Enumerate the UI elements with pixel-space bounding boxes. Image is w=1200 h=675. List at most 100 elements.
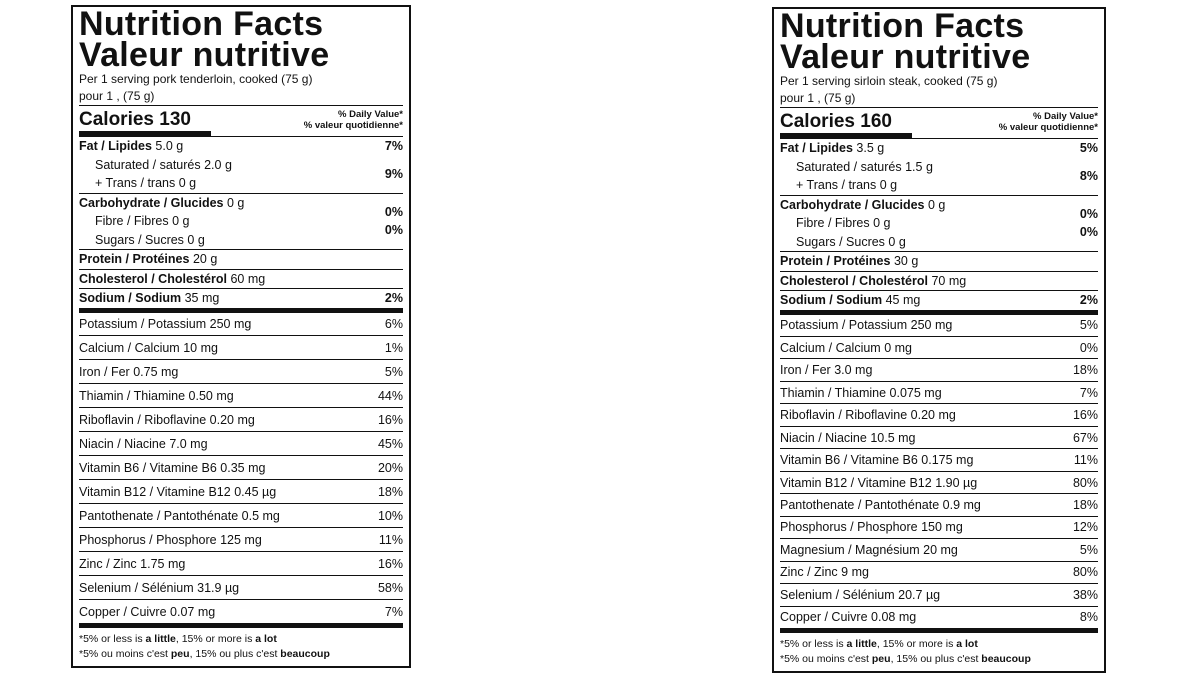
nutrient-amount: 1.90 µg [935,475,978,490]
nutrient-group: Carbohydrate / Glucides 0 g Fibre / Fibre… [79,192,403,250]
daily-values: 5% 8% [1080,139,1098,195]
nutrient-name: Riboflavin / Riboflavine [79,412,207,427]
nutrient-amount: 45 mg [885,293,921,307]
daily-value: 8% [1079,610,1098,625]
micronutrient-row: Niacin / Niacine 10.5 mg 67% [780,425,1098,448]
serving-size: Per 1 serving pork tenderloin, cooked (7… [79,72,313,86]
nutrient-amount: 0 g [888,234,906,249]
micronutrients: Potassium / Potassium 250 mg 6% Calcium / … [79,313,403,624]
micronutrient-row: Vitamin B12 / Vitamine B12 0.45 µg 18% [79,479,403,503]
nutrient-amount: 0.75 mg [133,364,179,379]
footnote-line: *5% or less is a little, 15% or more is … [780,637,1098,652]
micronutrient-row: Thiamin / Thiamine 0.50 mg 44% [79,383,403,407]
daily-value: 67% [1072,430,1098,445]
footnote-text: beaucoup [981,653,1031,665]
footnote: *5% or less is a little, 15% or more is … [79,628,403,662]
nutrient-name: Vitamin B12 / Vitamine B12 [780,475,932,490]
nutrient-name: Vitamin B12 / Vitamine B12 [79,484,231,499]
daily-values: 0% 0% [1080,205,1098,242]
daily-value: 0% [384,204,403,219]
nutrient-name: Calcium / Calcium [79,340,180,355]
nutrient-line: Sugars / Sucres 0 g [79,231,244,250]
nutrient-amount: 0 mg [884,340,912,355]
nutrient-name: + Trans / trans [95,176,176,190]
nutrient-name: Selenium / Sélénium [79,580,194,595]
nutrient-names: Sodium / Sodium 45 mg [780,291,920,310]
footnote-line: *5% ou moins c'est peu, 15% ou plus c'es… [79,647,403,662]
nutrient-amount: 0.175 mg [921,453,974,468]
nutrient-line: Cholesterol / Cholestérol 70 mg [780,272,966,291]
serving-size: pour 1 , (75 g) [780,91,856,105]
nutrient-line: Sugars / Sucres 0 g [780,233,945,252]
nutrient-name: Sodium / Sodium [79,291,182,305]
nutrient-name: Vitamin B6 / Vitamine B6 [780,453,918,468]
footnote-text: a little [846,638,877,650]
micronutrient: Vitamin B6 / Vitamine B6 0.175 mg [780,453,973,467]
micronutrient-row: Magnesium / Magnésium 20 mg 5% [780,538,1098,560]
footnote-text: , 15% or more is [175,633,256,645]
nutrient-amount: 250 mg [910,318,953,333]
daily-value-header: % Daily Value*% valeur quotidienne* [304,109,403,131]
label-title: Valeur nutritive [780,38,1031,76]
nutrient-amount: 7.0 mg [169,436,208,451]
daily-value: 5% [1079,542,1098,557]
daily-value: 11% [1073,453,1098,468]
nutrient-name: Pantothenate / Pantothénate [780,497,940,512]
nutrient-name: Iron / Fer [79,364,130,379]
nutrient-amount: 35 mg [184,291,220,305]
footnote-text: , 15% or more is [876,638,957,650]
nutrient-name: Saturated / saturés [796,159,902,174]
footnote-text: a lot [956,638,978,650]
nutrient-amount: 0 g [226,195,245,210]
nutrient-amount: 1.5 g [905,159,933,174]
micronutrient-row: Copper / Cuivre 0.07 mg 7% [79,599,403,623]
nutrient-names: Protein / Protéines 30 g [780,252,918,271]
micronutrient-row: Calcium / Calcium 10 mg 1% [79,335,403,359]
nutrient-name: Cholesterol / Cholestérol [79,271,227,286]
nutrient-group: Fat / Lipides 3.5 g Saturated / saturés 1… [780,138,1098,195]
nutrient-amount: 0.5 mg [241,508,280,523]
footnote-line: *5% or less is a little, 15% or more is … [79,632,403,647]
daily-values: 0% 0% [385,203,403,240]
daily-value: 44% [377,388,403,403]
nutrient-amount: 9 mg [841,565,869,580]
nutrient-amount: 20.7 µg [898,587,941,602]
daily-value-heading: % valeur quotidienne* [303,120,403,131]
daily-values: 7% 9% [385,137,403,193]
micronutrient: Calcium / Calcium 10 mg [79,341,218,355]
micronutrient: Niacin / Niacine 7.0 mg [79,437,208,451]
daily-value: 7% [1079,385,1098,400]
nutrient-names: Cholesterol / Cholestérol 70 mg [780,272,966,291]
nutrient-amount: 0.50 mg [188,388,234,403]
micronutrient-row: Potassium / Potassium 250 mg 6% [79,313,403,336]
micronutrient-row: Selenium / Sélénium 31.9 µg 58% [79,575,403,599]
daily-value: 2% [1079,293,1098,307]
micronutrient-row: Pantothenate / Pantothénate 0.9 mg 18% [780,493,1098,515]
nutrient-amount: 0.07 mg [170,604,216,619]
nutrient-amount: 0.08 mg [871,610,917,625]
micronutrient: Vitamin B6 / Vitamine B6 0.35 mg [79,461,265,475]
daily-value: 8% [1079,168,1098,183]
daily-value: 7% [384,139,403,153]
nutrient-line: Cholesterol / Cholestérol 60 mg [79,270,265,289]
daily-value-heading: % Daily Value* [338,109,403,120]
nutrient-line: + Trans / trans 0 g [780,176,933,195]
nutrient-name: Thiamin / Thiamine [79,388,186,403]
daily-value: 16% [377,556,403,571]
daily-value-heading: % valeur quotidienne* [998,122,1098,133]
micronutrient: Selenium / Sélénium 31.9 µg [79,581,239,595]
nutrient-amount: 0.075 mg [889,385,942,400]
micronutrient: Riboflavin / Riboflavine 0.20 mg [79,413,255,427]
micronutrient: Riboflavin / Riboflavine 0.20 mg [780,408,956,422]
nutrient-amount: 1.75 mg [140,556,186,571]
nutrient-name: Sugars / Sucres [95,232,184,247]
nutrient-amount: 0.20 mg [209,412,255,427]
nutrient-name: Zinc / Zinc [79,556,137,571]
daily-value: 80% [1072,475,1098,490]
nutrient-amount: 0 g [879,178,898,192]
nutrient-group: Fat / Lipides 5.0 g Saturated / saturés 2… [79,136,403,193]
nutrient-amount: 0.35 mg [220,460,266,475]
micronutrient: Zinc / Zinc 1.75 mg [79,557,185,571]
nutrient-name: Cholesterol / Cholestérol [780,273,928,288]
micronutrient: Phosphorus / Phosphore 150 mg [780,520,963,534]
